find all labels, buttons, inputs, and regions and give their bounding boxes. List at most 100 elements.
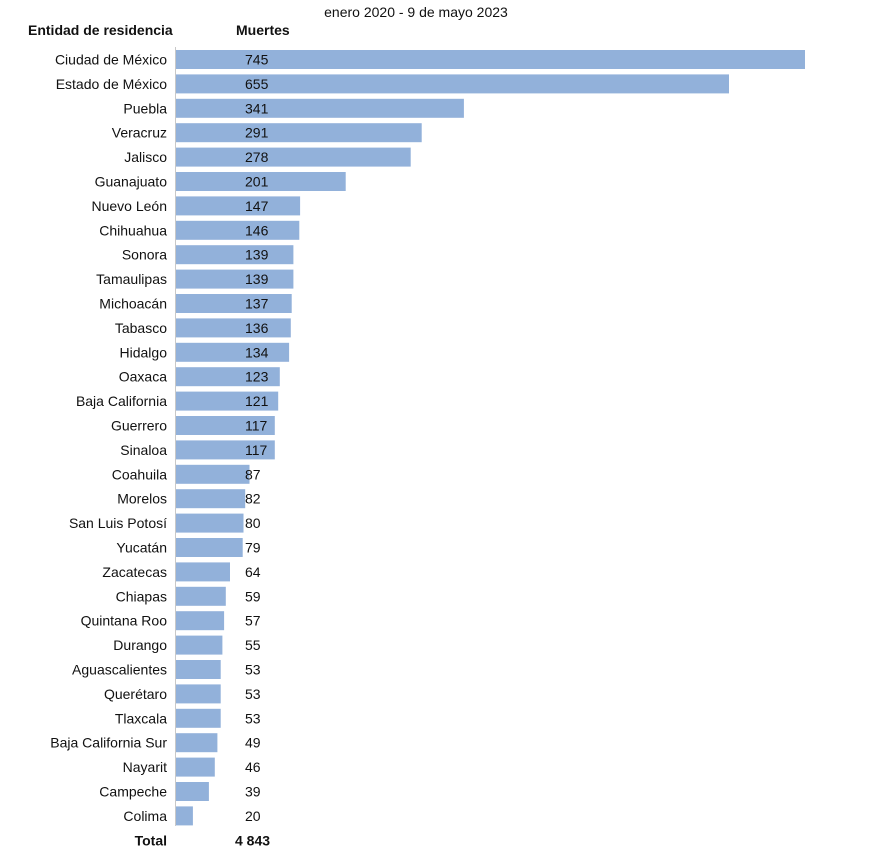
value-label: 117 xyxy=(245,418,268,434)
category-label: Hidalgo xyxy=(120,344,168,360)
value-label: 146 xyxy=(245,222,269,238)
bar xyxy=(176,708,221,728)
value-column-header: Muertes xyxy=(236,22,290,38)
bar xyxy=(176,294,292,313)
bar xyxy=(176,464,250,484)
value-label: 20 xyxy=(245,808,261,824)
value-label: 80 xyxy=(245,515,261,531)
value-label: 39 xyxy=(245,784,261,800)
bar xyxy=(176,806,193,826)
bar xyxy=(176,342,290,362)
value-label: 82 xyxy=(245,491,261,507)
category-label: Tamaulipas xyxy=(96,271,167,287)
value-label: 55 xyxy=(245,637,261,653)
category-label: Coahuila xyxy=(112,466,167,482)
value-label: 46 xyxy=(245,759,261,775)
chart-subtitle: enero 2020 - 9 de mayo 2023 xyxy=(324,4,508,20)
category-label: Nayarit xyxy=(123,759,167,775)
value-label: 121 xyxy=(245,393,269,409)
bar xyxy=(176,269,294,289)
bar xyxy=(176,782,209,801)
value-label: 53 xyxy=(245,710,261,726)
bar xyxy=(176,245,294,265)
value-label: 137 xyxy=(245,296,269,312)
category-label: Guanajuato xyxy=(95,174,168,190)
category-label: Aguascalientes xyxy=(72,662,167,678)
bar xyxy=(176,684,221,704)
total-label: Total xyxy=(135,832,167,848)
value-label: 53 xyxy=(245,686,261,702)
category-label: Oaxaca xyxy=(119,369,167,385)
bar xyxy=(176,733,218,753)
bar xyxy=(176,98,464,118)
bar xyxy=(176,757,215,777)
value-label: 117 xyxy=(245,442,268,458)
category-label: Guerrero xyxy=(111,418,167,434)
value-label: 201 xyxy=(245,174,269,190)
bar xyxy=(176,635,223,655)
category-label: Tabasco xyxy=(115,320,167,336)
bar xyxy=(176,367,280,387)
value-label: 139 xyxy=(245,247,269,263)
category-label: Chihuahua xyxy=(99,222,167,238)
bar xyxy=(176,196,301,216)
bar xyxy=(176,489,246,509)
category-label: San Luis Potosí xyxy=(69,515,167,531)
value-label: 134 xyxy=(245,344,269,360)
value-label: 291 xyxy=(245,125,269,141)
value-label: 64 xyxy=(245,564,261,580)
value-label: 147 xyxy=(245,198,269,214)
value-label: 123 xyxy=(245,369,269,385)
category-label: Nuevo León xyxy=(91,198,167,214)
category-label: Quintana Roo xyxy=(81,613,168,629)
value-label: 53 xyxy=(245,662,261,678)
category-label: Yucatán xyxy=(116,540,167,556)
value-label: 655 xyxy=(245,76,269,92)
value-label: 57 xyxy=(245,613,261,629)
bar xyxy=(176,74,729,94)
value-label: 87 xyxy=(245,466,261,482)
bar xyxy=(176,123,422,143)
category-label: Querétaro xyxy=(104,686,167,702)
bar xyxy=(176,220,300,240)
value-label: 49 xyxy=(245,735,261,751)
category-column-header: Entidad de residencia xyxy=(28,22,173,38)
bar xyxy=(176,440,275,460)
value-label: 278 xyxy=(245,149,269,165)
category-label: Ciudad de México xyxy=(55,52,167,68)
value-label: 341 xyxy=(245,100,269,116)
bar xyxy=(176,147,411,167)
bar xyxy=(176,513,244,533)
bar xyxy=(176,391,279,411)
bar xyxy=(176,50,805,69)
category-label: Baja California Sur xyxy=(50,735,167,751)
category-label: Durango xyxy=(113,637,167,653)
category-label: Jalisco xyxy=(124,149,167,165)
category-label: Campeche xyxy=(99,784,167,800)
bar xyxy=(176,586,226,606)
category-label: Veracruz xyxy=(112,125,167,141)
bar xyxy=(176,416,275,435)
bar xyxy=(176,562,230,582)
category-label: Baja California xyxy=(76,393,167,409)
category-label: Tlaxcala xyxy=(115,710,167,726)
category-label: Morelos xyxy=(117,491,167,507)
category-label: Zacatecas xyxy=(102,564,167,580)
category-label: Michoacán xyxy=(99,296,167,312)
value-label: 136 xyxy=(245,320,269,336)
bar xyxy=(176,660,221,679)
category-label: Sonora xyxy=(122,247,167,263)
value-label: 745 xyxy=(245,52,269,68)
category-label: Sinaloa xyxy=(120,442,167,458)
value-label: 79 xyxy=(245,540,261,556)
bar xyxy=(176,318,291,338)
total-value: 4 843 xyxy=(235,832,270,848)
category-label: Estado de México xyxy=(56,76,167,92)
value-label: 139 xyxy=(245,271,269,287)
category-label: Chiapas xyxy=(116,588,167,604)
category-label: Colima xyxy=(123,808,167,824)
category-label: Puebla xyxy=(123,100,167,116)
bar xyxy=(176,538,243,557)
bar xyxy=(176,172,346,191)
